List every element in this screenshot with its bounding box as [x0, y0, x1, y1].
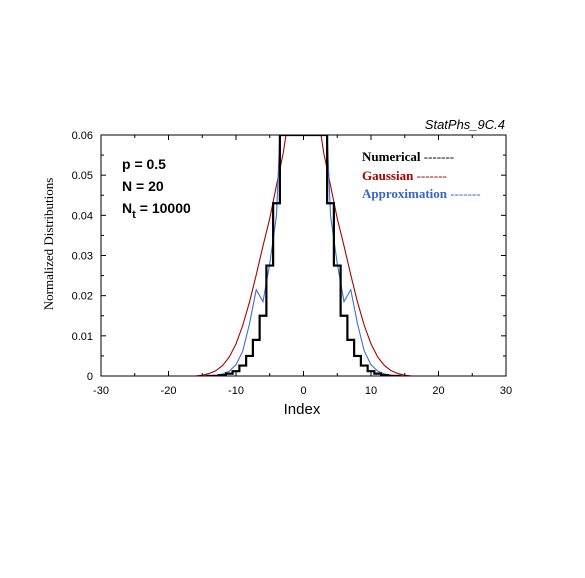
series-gaussian — [195, 135, 412, 376]
parameter-annotations: p = 0.5 N = 20 Nt = 10000 — [122, 156, 191, 221]
series-approximation — [202, 135, 405, 376]
param-p: p = 0.5 — [122, 156, 166, 172]
param-nt-value: = 10000 — [140, 200, 191, 216]
legend-line-numerical: ------- — [424, 149, 454, 164]
param-nt: Nt = 10000 — [122, 200, 191, 221]
x-tick-label: -10 — [228, 385, 244, 397]
y-tick-label: 0.03 — [72, 251, 93, 263]
series-layer — [195, 135, 412, 376]
x-tick-label: 20 — [432, 385, 444, 397]
legend-item-approximation: Approximation ------- — [362, 186, 481, 201]
series-numerical — [205, 135, 402, 376]
legend-line-approximation: ------- — [450, 186, 480, 201]
param-n: N = 20 — [122, 178, 164, 194]
x-tick-label: -20 — [161, 385, 177, 397]
param-nt-base: N — [122, 200, 132, 216]
y-tick-label: 0.01 — [72, 331, 93, 343]
y-tick-label: 0.04 — [72, 210, 93, 222]
y-tick-label: 0 — [87, 371, 93, 383]
x-tick-label: 30 — [500, 385, 512, 397]
figure-tag: StatPhs_9C.4 — [425, 117, 505, 132]
x-tick-label: -30 — [93, 385, 109, 397]
legend-item-gaussian: Gaussian ------- — [362, 168, 447, 183]
y-axis-label: Normalized Distributions — [41, 178, 56, 311]
x-axis-label: Index — [284, 401, 321, 418]
legend-line-gaussian: ------- — [417, 168, 447, 183]
x-axis-ticks: -30 -20 -10 0 10 20 30 — [93, 135, 512, 397]
legend: Numerical ------- Gaussian ------- Approxi… — [362, 149, 481, 201]
legend-item-numerical: Numerical ------- — [362, 149, 454, 164]
x-tick-label: 10 — [365, 385, 377, 397]
y-tick-label: 0.05 — [72, 170, 93, 182]
y-tick-label: 0.06 — [72, 130, 93, 142]
plot-frame — [100, 134, 507, 377]
param-nt-sub: t — [132, 209, 136, 221]
y-tick-label: 0.02 — [72, 291, 93, 303]
y-axis-ticks: 0 0.01 0.02 0.03 0.04 0.05 0.06 — [72, 130, 506, 383]
x-tick-label: 0 — [300, 385, 306, 397]
